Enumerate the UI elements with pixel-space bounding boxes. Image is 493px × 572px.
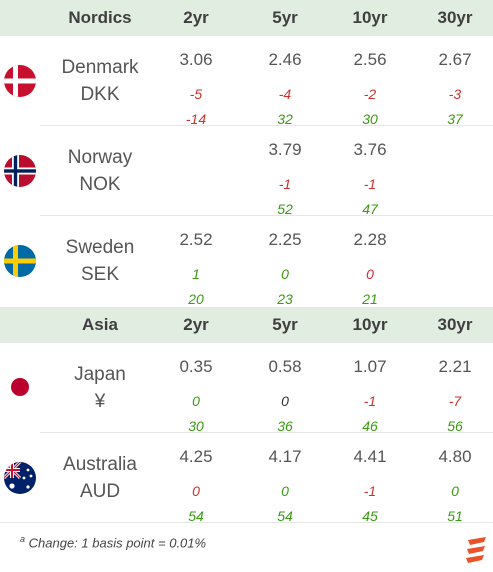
asia-header: Asia 2yr 5yr 10yr 30yr — [0, 307, 493, 343]
yield-value: 4.41 — [353, 447, 387, 466]
change-value: -1 — [363, 483, 377, 499]
sweden-flag-icon — [4, 245, 36, 277]
country-label: Sweden — [65, 237, 135, 258]
currency-label: SEK — [80, 264, 120, 285]
norway-flag-icon — [4, 155, 36, 187]
change-value: 52 — [277, 201, 293, 217]
row-divider — [0, 522, 493, 523]
change-value: 0 — [451, 483, 459, 499]
section-title: Asia — [82, 315, 118, 334]
change-value: -4 — [278, 86, 292, 102]
change-value: 56 — [447, 418, 463, 434]
change-value: 0 — [366, 266, 374, 282]
country-label: Japan — [74, 364, 126, 385]
change-value: 0 — [192, 483, 200, 499]
footnote-marker: a — [20, 534, 26, 544]
col-header-2yr: 2yr — [183, 8, 209, 27]
table-row: Australia AUD 4.25 0 54 4.17 0 54 4.41 -1 45 4… — [0, 433, 493, 524]
change-value: 30 — [188, 418, 204, 434]
brand-logo-icon — [464, 536, 490, 566]
yield-value: 1.07 — [353, 357, 387, 376]
nordics-header: Nordics 2yr 5yr 10yr 30yr — [0, 0, 493, 36]
change-value: 21 — [362, 291, 378, 307]
table-row: Norway NOK 3.79 -1 52 3.76 -1 47 — [0, 126, 493, 217]
change-value: 45 — [362, 508, 378, 524]
change-value: 0 — [192, 393, 200, 409]
change-value: 47 — [362, 201, 378, 217]
change-value: 0 — [281, 483, 289, 499]
change-value: 0 — [281, 393, 289, 409]
change-value: -3 — [448, 86, 462, 102]
change-value: -5 — [189, 86, 203, 102]
section-title: Nordics — [68, 8, 132, 27]
change-value: 37 — [447, 111, 463, 127]
footnote-text: Change: 1 basis point = 0.01% — [28, 535, 207, 551]
change-value: 36 — [277, 418, 293, 434]
change-value: 46 — [362, 418, 378, 434]
yield-value: 2.56 — [353, 50, 387, 69]
yield-value: 2.28 — [353, 230, 387, 249]
yield-value: 2.67 — [438, 50, 472, 69]
change-value: 51 — [447, 508, 463, 524]
yield-value: 0.58 — [268, 357, 302, 376]
row-divider — [40, 125, 493, 126]
col-header-2yr: 2yr — [183, 315, 209, 334]
yield-value: 2.25 — [268, 230, 302, 249]
yield-value: 4.80 — [438, 447, 472, 466]
col-header-5yr: 5yr — [272, 315, 298, 334]
table-row: Japan ¥ 0.35 0 30 0.58 0 36 1.07 -1 46 2.21 -7 5… — [0, 343, 493, 434]
country-label: Norway — [67, 147, 133, 168]
yield-value: 3.06 — [179, 50, 213, 69]
currency-label: AUD — [79, 481, 121, 502]
change-value: -7 — [448, 393, 462, 409]
currency-label: NOK — [79, 174, 121, 195]
change-value: 54 — [277, 508, 293, 524]
currency-label: ¥ — [94, 391, 106, 412]
table-row: Denmark DKK 3.06 -5 -14 2.46 -4 32 2.56 -2 30 … — [0, 36, 493, 127]
change-value: 20 — [188, 291, 204, 307]
col-header-30yr: 30yr — [437, 8, 473, 27]
change-value: -14 — [185, 111, 207, 127]
col-header-10yr: 10yr — [352, 8, 388, 27]
yield-value: 4.17 — [268, 447, 302, 466]
yield-value: 3.79 — [268, 140, 302, 159]
currency-label: DKK — [80, 84, 120, 105]
change-value: 23 — [277, 291, 293, 307]
col-header-30yr: 30yr — [437, 315, 473, 334]
denmark-flag-icon — [4, 65, 36, 97]
row-divider — [40, 432, 493, 433]
yield-value: 2.21 — [438, 357, 472, 376]
col-header-10yr: 10yr — [352, 315, 388, 334]
footnote: a Change: 1 basis point = 0.01% — [20, 534, 206, 550]
yield-value: 4.25 — [179, 447, 213, 466]
japan-flag-icon — [4, 371, 36, 403]
change-value: 1 — [192, 266, 200, 282]
yield-value: 2.46 — [268, 50, 302, 69]
yield-value: 2.52 — [179, 230, 213, 249]
change-value: 0 — [281, 266, 289, 282]
yield-value: 0.35 — [179, 357, 213, 376]
table-row: Sweden SEK 2.52 1 20 2.25 0 23 2.28 0 21 — [0, 216, 493, 307]
change-value: -1 — [363, 176, 377, 192]
change-value: -1 — [278, 176, 292, 192]
yield-value: 3.76 — [353, 140, 387, 159]
col-header-5yr: 5yr — [272, 8, 298, 27]
change-value: 30 — [362, 111, 378, 127]
australia-flag-icon — [4, 462, 36, 494]
change-value: 32 — [277, 111, 293, 127]
country-label: Australia — [63, 454, 137, 475]
country-label: Denmark — [61, 57, 139, 78]
change-value: -2 — [363, 86, 377, 102]
change-value: 54 — [188, 508, 204, 524]
row-divider — [40, 215, 493, 216]
change-value: -1 — [363, 393, 377, 409]
